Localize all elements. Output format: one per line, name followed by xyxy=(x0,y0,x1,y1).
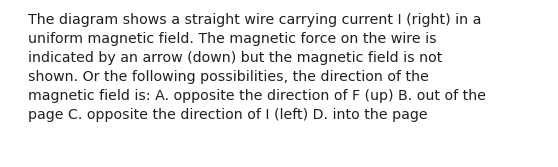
Text: The diagram shows a straight wire carrying current I (right) in a
uniform magnet: The diagram shows a straight wire carryi… xyxy=(28,13,486,122)
